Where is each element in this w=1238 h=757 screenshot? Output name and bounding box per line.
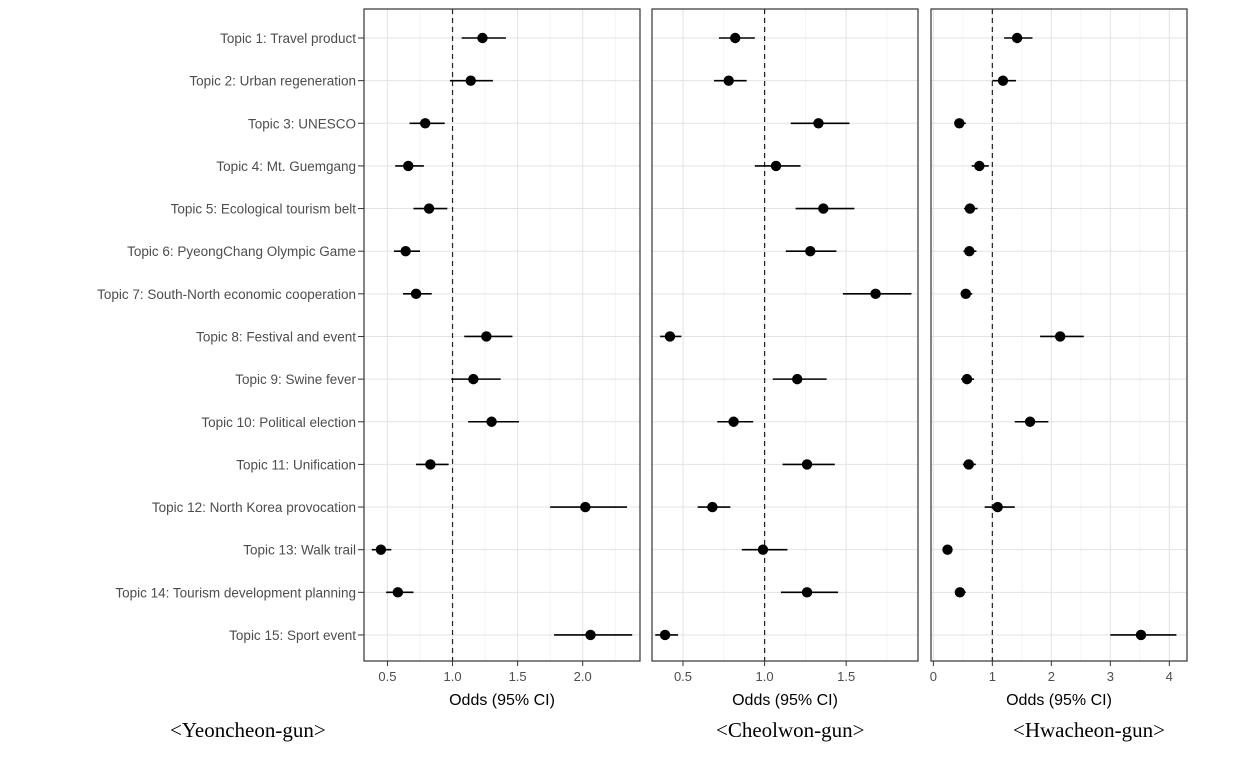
odds-point: [992, 501, 1003, 513]
odds-point: [486, 416, 497, 427]
x-tick-label: 2.0: [574, 669, 592, 684]
odds-point: [757, 544, 769, 555]
odds-point: [1135, 629, 1147, 641]
x-tick-label: 4: [1166, 669, 1173, 684]
odds-point: [818, 203, 829, 214]
panel-background: [364, 9, 640, 661]
odds-point: [392, 587, 404, 598]
odds-point: [974, 160, 985, 172]
x-tick-label: 1.5: [837, 669, 855, 684]
odds-point: [481, 331, 492, 342]
panel-cheolwon: 0.5 1.0 1.5 Odds (95% CI): [651, 8, 919, 709]
odds-point: [801, 587, 813, 598]
odds-point: [419, 118, 431, 129]
topic-label: Topic 4: Mt. Guemgang: [216, 159, 356, 174]
odds-point: [964, 203, 976, 214]
odds-point: [954, 587, 966, 598]
topic-label: Topic 1: Travel product: [220, 31, 356, 46]
panel-background: [652, 9, 918, 661]
x-tick-label: 1.0: [756, 669, 774, 684]
odds-point: [468, 373, 479, 385]
topic-label: Topic 11: Unification: [236, 457, 356, 472]
odds-point: [375, 544, 387, 555]
odds-point: [465, 75, 476, 86]
odds-point: [1024, 416, 1036, 427]
odds-point: [792, 373, 803, 385]
odds-point: [1054, 331, 1066, 342]
x-axis-label: Odds (95% CI): [732, 692, 838, 709]
odds-point: [723, 75, 734, 86]
caption-hwacheon: <Hwacheon-gun>: [1013, 718, 1165, 742]
topic-label: Topic 9: Swine fever: [235, 372, 356, 387]
odds-point: [425, 459, 436, 470]
panel-yeoncheon: 0.5 1.0 1.5 2.0 Odds (95% CI): [363, 8, 641, 709]
topic-label: Topic 8: Festival and event: [196, 329, 356, 344]
panel-border: [930, 8, 1188, 662]
caption-cheolwon: <Cheolwon-gun>: [716, 718, 865, 742]
topic-label: Topic 6: PyeongChang Olympic Game: [127, 244, 356, 259]
odds-point: [477, 32, 488, 44]
x-tick-label: 1: [989, 669, 996, 684]
odds-point: [961, 373, 973, 385]
odds-point: [801, 459, 813, 470]
topic-label: Topic 2: Urban regeneration: [189, 74, 356, 89]
odds-point: [664, 331, 676, 342]
topic-label: Topic 14: Tourism development planning: [115, 585, 356, 600]
odds-point: [585, 629, 596, 641]
x-tick-label: 2: [1048, 669, 1055, 684]
x-tick-label: 0.5: [674, 669, 692, 684]
odds-point: [410, 288, 422, 300]
topic-label: Topic 5: Ecological tourism belt: [171, 202, 357, 217]
topic-labels: Topic 1: Travel product Topic 2: Urban re…: [97, 31, 364, 643]
odds-point: [659, 629, 671, 641]
odds-point: [960, 288, 972, 300]
panel-hwacheon: 0 1 2 3 4 Odds (95% CI): [930, 8, 1188, 709]
topic-label: Topic 15: Sport event: [229, 628, 356, 643]
x-tick-label: 0: [930, 669, 937, 684]
odds-point: [580, 501, 591, 513]
topic-label: Topic 3: UNESCO: [248, 116, 356, 131]
topic-label: Topic 12: North Korea provocation: [152, 500, 356, 515]
odds-point: [870, 288, 881, 300]
odds-point: [707, 501, 718, 513]
odds-point: [964, 246, 975, 257]
x-tick-label: 0.5: [378, 669, 396, 684]
topic-label: Topic 7: South-North economic cooperatio…: [97, 287, 356, 302]
odds-point: [400, 246, 411, 257]
odds-point: [770, 160, 782, 172]
odds-point: [813, 118, 824, 129]
odds-point: [423, 203, 435, 214]
odds-point: [728, 416, 739, 427]
x-axis-label: Odds (95% CI): [1006, 692, 1112, 709]
x-axis-label: Odds (95% CI): [449, 692, 555, 709]
forest-plot: Topic 1: Travel product Topic 2: Urban re…: [97, 8, 1188, 709]
panel-border: [651, 8, 919, 662]
odds-point: [997, 75, 1009, 86]
odds-point: [1011, 32, 1023, 44]
odds-point: [730, 32, 741, 44]
odds-point: [942, 544, 953, 555]
x-tick-label: 3: [1107, 669, 1114, 684]
x-tick-label: 1.0: [443, 669, 461, 684]
topic-label: Topic 13: Walk trail: [243, 543, 356, 558]
odds-point: [805, 246, 816, 257]
odds-point: [954, 118, 965, 129]
caption-yeoncheon: <Yeoncheon-gun>: [170, 718, 326, 742]
panel-border: [363, 8, 641, 662]
odds-point: [403, 160, 414, 172]
odds-point: [963, 459, 974, 470]
topic-label: Topic 10: Political election: [201, 415, 356, 430]
x-tick-label: 1.5: [509, 669, 527, 684]
